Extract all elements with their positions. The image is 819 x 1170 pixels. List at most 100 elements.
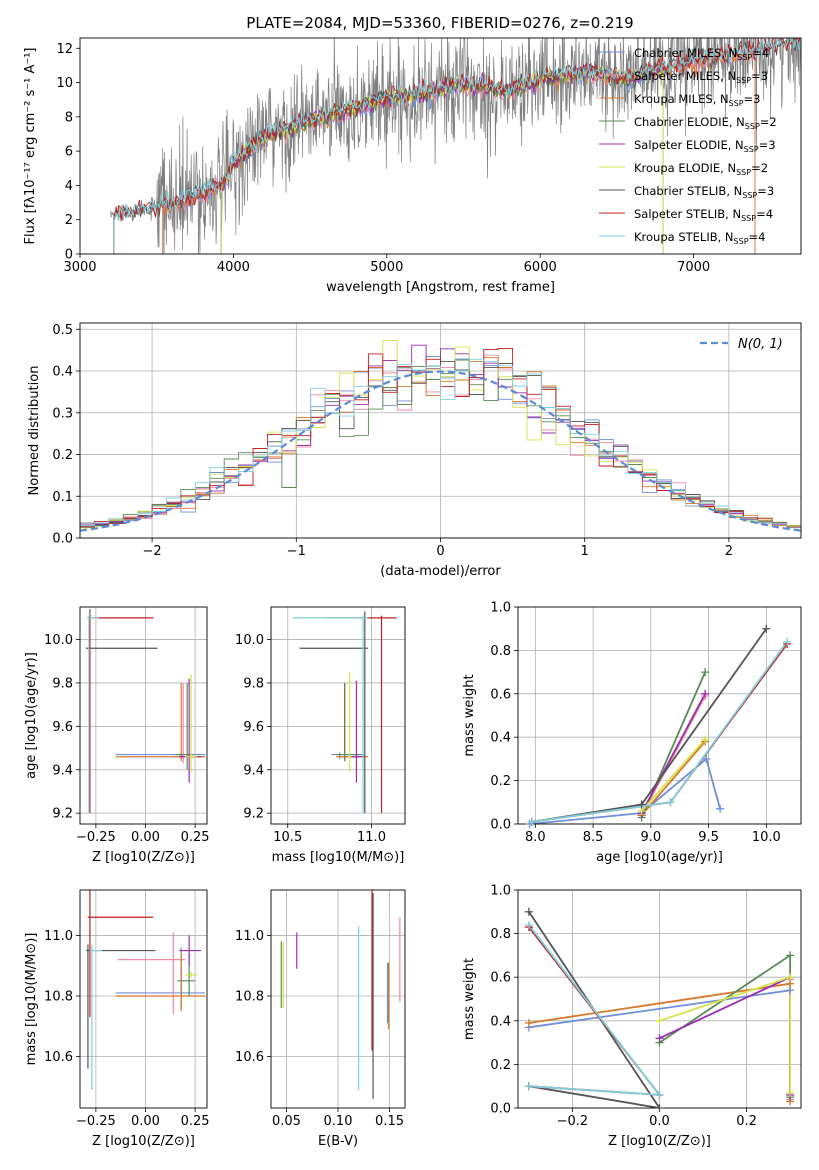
x-tick-label: 10.0	[752, 830, 781, 845]
x-axis-label: Z [log10(Z/Z⊙)]	[92, 850, 195, 865]
x-axis-label: E(B-V)	[318, 1134, 358, 1149]
x-tick-label: 0	[436, 544, 444, 559]
series-line-chabrier-stelib	[531, 628, 768, 823]
series-line-chabrier-miles	[528, 989, 791, 1029]
marker-chabrier-miles	[716, 804, 725, 813]
y-axis-label: Flux [fλ10⁻¹⁷ erg cm⁻² s⁻¹ A⁻¹]	[23, 48, 38, 245]
y-tick-label: 10.0	[235, 633, 264, 648]
plot-area-mass_vs_Z	[80, 890, 207, 1108]
y-tick-label: 4	[65, 179, 73, 194]
y-tick-label: 0.6	[490, 687, 511, 702]
series-line-kroupa-elodie	[659, 975, 791, 1093]
axes-frame	[79, 606, 208, 825]
panel-spectrum: 3000 4000 5000 6000 7000 0 2 4 6 8 10 12 wavelength …	[23, 37, 802, 295]
y-tick-label: 0.6	[490, 971, 511, 986]
y-tick-label: 0.8	[490, 927, 511, 942]
series-line-chabrier-elodie	[659, 953, 791, 1098]
x-tick-label: 0.25	[181, 1114, 210, 1129]
panel-mw_vs_age: 8.0 8.5 9.0 9.5 10.0 0.0 0.2 0.4 0.6 0.8 1.0 age [l…	[462, 601, 802, 865]
x-axis-label: (data-model)/error	[380, 564, 501, 579]
y-axis-label: mass weight	[462, 958, 477, 1040]
x-tick-label: 1	[581, 544, 589, 559]
y-tick-label: 9.2	[52, 807, 73, 822]
series-line-chabrier-miles	[529, 757, 721, 824]
series-line-salpeter-elodie	[640, 693, 706, 814]
x-tick-label: 8.0	[525, 830, 546, 845]
x-tick-label: 0.00	[131, 830, 160, 845]
model-line-kroupa-stelib	[113, 38, 801, 222]
plot-area-residuals	[80, 323, 801, 538]
marker-chabrier-elodie	[701, 668, 710, 677]
spectrum-legend: Chabrier MILES, NSSP=4 Salpeter MILES, NS…	[599, 46, 777, 246]
y-tick-label: 10.6	[44, 1050, 73, 1065]
marker-kroupa-stelib	[783, 637, 792, 646]
legend-label-salpeter-elodie: Salpeter ELODIE, NSSP=3	[634, 138, 776, 154]
marker-kroupa-miles	[524, 1018, 533, 1027]
plot-area-spectrum	[110, 38, 801, 254]
x-axis-label: Z [log10(Z/Z⊙)]	[608, 1134, 711, 1149]
y-tick-label: 0.1	[52, 490, 73, 505]
x-tick-label: 7000	[677, 260, 710, 275]
y-tick-label: 1.0	[490, 884, 511, 899]
y-tick-label: 9.2	[243, 807, 264, 822]
plot-area-mw_vs_age	[518, 607, 801, 824]
marker-salpeter-elodie	[655, 1034, 664, 1043]
legend-label-chabrier-miles: Chabrier MILES, NSSP=4	[634, 46, 769, 62]
x-tick-label: 9.5	[698, 830, 719, 845]
y-tick-label: 0.0	[490, 818, 511, 833]
plot-area-age_vs_Z	[80, 607, 207, 824]
x-tick-label: 3000	[63, 260, 96, 275]
model-line-kroupa-elodie	[220, 63, 664, 193]
model-line-chabrier-stelib	[113, 38, 801, 219]
x-tick-label: 0.2	[736, 1114, 757, 1129]
x-tick-label: 4000	[217, 260, 250, 275]
marker-chabrier-stelib	[655, 1104, 664, 1112]
x-tick-label: −0.2	[557, 1114, 589, 1129]
marker-kroupa-stelib	[524, 1082, 533, 1091]
legend-label-normal: N(0, 1)	[738, 337, 783, 352]
y-tick-label: 8	[65, 110, 73, 125]
x-tick-label: 0.15	[375, 1114, 404, 1129]
axes-frame	[270, 889, 406, 1109]
axes-frame	[79, 322, 802, 539]
y-tick-label: 0.0	[490, 1102, 511, 1117]
y-tick-label: 10	[56, 76, 73, 91]
x-axis-label: wavelength [Angstrom, rest frame]	[326, 280, 555, 295]
y-tick-label: 9.4	[243, 763, 264, 778]
x-tick-label: −1	[287, 544, 306, 559]
y-tick-label: 10.0	[44, 633, 73, 648]
series-line-chabrier-stelib	[528, 911, 661, 1108]
y-tick-label: 0.8	[490, 644, 511, 659]
y-axis-label: age [log10(age/yr)]	[24, 652, 39, 779]
panel-age_vs_mass: 10.5 11.0 9.2 9.4 9.6 9.8 10.0 mass [log10(M/M⊙…	[235, 606, 406, 865]
histogram-kroupa-stelib	[80, 358, 801, 529]
y-tick-label: 0.2	[52, 448, 73, 463]
y-tick-label: 9.8	[52, 676, 73, 691]
marker-kroupa-stelib	[524, 920, 533, 929]
y-tick-label: 0	[65, 248, 73, 263]
figure-title: PLATE=2084, MJD=53360, FIBERID=0276, z=0…	[246, 14, 633, 32]
y-tick-label: 9.8	[243, 676, 264, 691]
x-tick-label: 0.25	[181, 830, 210, 845]
x-tick-label: 5000	[370, 260, 403, 275]
x-tick-label: 0.10	[324, 1114, 353, 1129]
x-tick-label: 6000	[524, 260, 557, 275]
y-tick-label: 0.2	[490, 1058, 511, 1073]
y-tick-label: 10.8	[44, 989, 73, 1004]
plot-area-mass_vs_ebv	[271, 890, 405, 1108]
legend-label-salpeter-stelib: Salpeter STELIB, NSSP=4	[634, 207, 773, 223]
x-tick-label: 2	[725, 544, 733, 559]
y-tick-label: 11.0	[235, 929, 264, 944]
marker-kroupa-stelib	[655, 1090, 664, 1099]
y-tick-label: 0.4	[52, 365, 73, 380]
marker-kroupa-elodie	[786, 1088, 795, 1097]
marker-kroupa-stelib	[666, 798, 675, 807]
marker-kroupa-elodie	[786, 973, 795, 982]
y-tick-label: 0.4	[490, 731, 511, 746]
axes-frame	[517, 606, 802, 825]
marker-chabrier-stelib	[524, 907, 533, 916]
marker-salpeter-elodie	[701, 689, 710, 698]
y-tick-label: 0.0	[52, 532, 73, 547]
y-tick-label: 10.8	[235, 989, 264, 1004]
y-tick-label: 10.6	[235, 1050, 264, 1065]
